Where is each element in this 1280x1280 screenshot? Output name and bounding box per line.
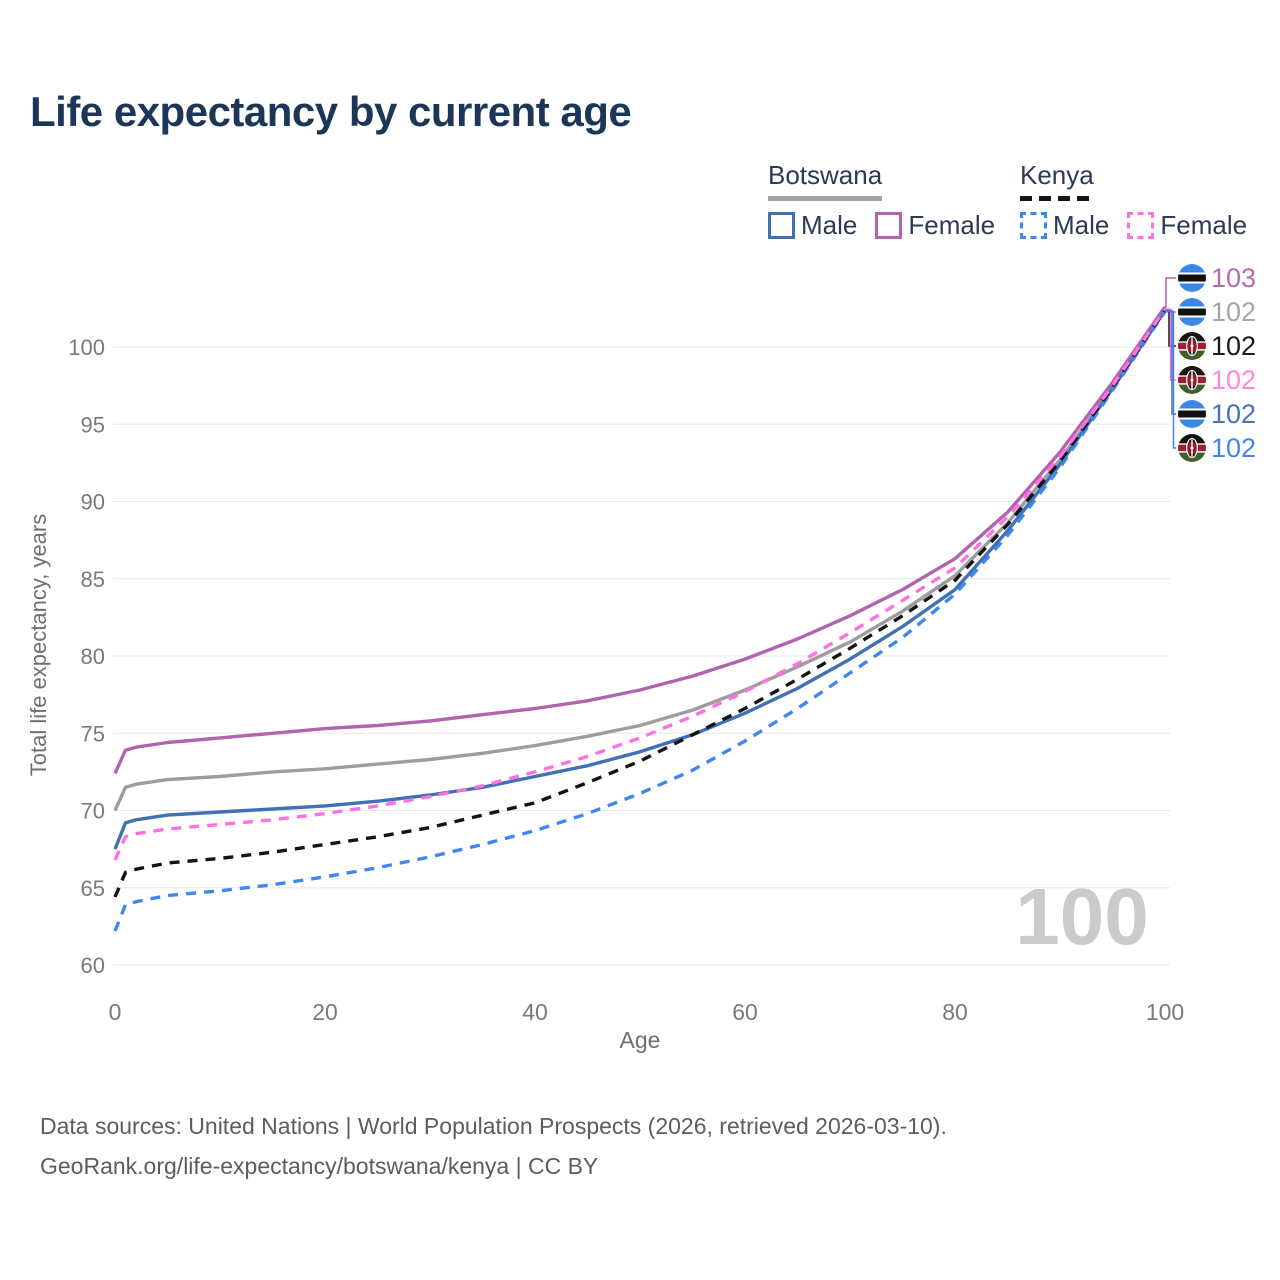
rank-badge-kenya-male: [1178, 434, 1206, 462]
y-tick-label: 85: [81, 567, 105, 592]
leader-line-botswana-female: [1165, 277, 1176, 308]
leader-line-kenya-female: [1165, 308, 1176, 381]
x-tick-label: 20: [312, 999, 338, 1025]
kenya-flag-icon: [1178, 434, 1206, 462]
kenya-flag-icon: [1178, 366, 1206, 394]
legend-items: Male Female: [1020, 210, 1247, 241]
legend-country-label: Kenya: [1020, 160, 1094, 190]
y-axis-title: Total life expectancy, years: [26, 514, 51, 777]
dashed-line-swatch: [1020, 196, 1094, 201]
legend-item-kenya-female[interactable]: Female: [1127, 210, 1247, 241]
y-tick-label: 75: [81, 721, 105, 746]
rank-badge-kenya-all: [1178, 332, 1206, 360]
legend-items: Male Female: [768, 210, 995, 241]
x-axis-title: Age: [620, 1027, 661, 1053]
footer: Data sources: United Nations | World Pop…: [40, 1106, 947, 1186]
legend-item-botswana-male[interactable]: Male: [768, 210, 857, 241]
legend-item-label: Male: [1053, 210, 1110, 240]
rank-badge-botswana-all: [1178, 298, 1206, 326]
y-tick-label: 90: [81, 490, 105, 515]
y-tick-label: 60: [81, 953, 105, 978]
legend-item-label: Female: [908, 210, 996, 240]
rank-badge-botswana-female: [1178, 264, 1206, 292]
x-tick-label: 80: [942, 999, 968, 1025]
rank-value-label-botswana-all: 102: [1211, 297, 1256, 327]
series-line-kenya-all[interactable]: [113, 308, 1167, 898]
rank-badge-kenya-female: [1178, 366, 1206, 394]
botswana-flag-icon: [1178, 264, 1206, 292]
rank-value-label-botswana-male: 102: [1211, 399, 1256, 429]
y-tick-label: 100: [68, 335, 105, 360]
dashed-series-swatch-icon: [1127, 212, 1155, 239]
legend-item-botswana-female[interactable]: Female: [875, 210, 995, 241]
solid-line-swatch: [768, 196, 883, 201]
series-line-botswana-male[interactable]: [113, 309, 1167, 850]
rank-value-label-kenya-all: 102: [1211, 331, 1256, 361]
rank-badge-botswana-male: [1178, 400, 1206, 428]
botswana-flag-icon: [1178, 400, 1206, 428]
x-tick-label: 0: [109, 999, 122, 1025]
botswana-flag-icon: [1178, 298, 1206, 326]
series-line-botswana-female[interactable]: [113, 305, 1167, 775]
legend-group-kenya: Kenya Male Female: [1020, 160, 1247, 241]
legend-country-botswana[interactable]: Botswana: [768, 160, 883, 201]
legend-country-kenya[interactable]: Kenya: [1020, 160, 1094, 201]
kenya-flag-icon: [1178, 332, 1206, 360]
series-line-botswana-all[interactable]: [113, 308, 1167, 812]
solid-series-swatch-icon: [768, 212, 795, 239]
chart-legend: Botswana Male Female Kenya Male Female: [0, 160, 1280, 240]
leader-line-kenya-male: [1165, 310, 1176, 449]
x-tick-label: 60: [732, 999, 758, 1025]
dashed-series-swatch-icon: [1020, 212, 1047, 239]
y-tick-label: 70: [81, 799, 105, 824]
x-tick-label: 40: [522, 999, 548, 1025]
legend-country-label: Botswana: [768, 160, 883, 190]
x-tick-label: 100: [1146, 999, 1184, 1025]
y-tick-label: 80: [81, 644, 105, 669]
series-line-kenya-male[interactable]: [113, 310, 1167, 932]
rank-value-label-kenya-male: 102: [1211, 433, 1256, 463]
solid-series-swatch-icon: [875, 212, 903, 239]
footer-attribution: GeoRank.org/life-expectancy/botswana/ken…: [40, 1153, 599, 1179]
legend-group-botswana: Botswana Male Female: [768, 160, 995, 241]
y-tick-label: 65: [81, 876, 105, 901]
legend-item-label: Female: [1160, 210, 1248, 240]
legend-item-kenya-male[interactable]: Male: [1020, 210, 1109, 241]
legend-item-label: Male: [801, 210, 858, 240]
y-tick-label: 95: [81, 412, 105, 437]
page-title: Life expectancy by current age: [30, 88, 632, 135]
series-line-kenya-female[interactable]: [113, 308, 1167, 861]
age-watermark: 100: [1015, 872, 1148, 961]
footer-data-sources: Data sources: United Nations | World Pop…: [40, 1113, 947, 1139]
rank-value-label-kenya-female: 102: [1211, 365, 1256, 395]
rank-value-label-botswana-female: 103: [1211, 263, 1256, 293]
